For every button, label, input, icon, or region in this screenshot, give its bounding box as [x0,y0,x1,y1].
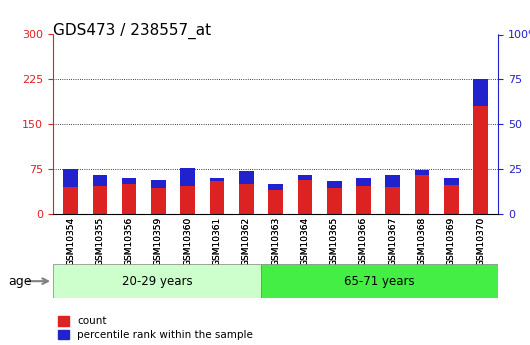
Bar [473,79,488,106]
Text: GSM10370: GSM10370 [476,216,485,266]
Bar [385,175,400,187]
Bar [444,178,458,185]
Bar [180,168,195,214]
Text: 65-71 years: 65-71 years [344,275,415,288]
Bar [414,170,429,175]
Bar [122,178,137,214]
Bar [63,169,78,187]
Text: GSM10359: GSM10359 [154,216,163,266]
Text: GSM10365: GSM10365 [330,216,339,266]
Bar [180,168,195,186]
Bar [151,180,166,188]
Bar [327,181,341,188]
Text: GSM10367: GSM10367 [388,216,398,266]
Bar [122,178,137,184]
Text: GSM10356: GSM10356 [125,216,134,266]
Text: GDS473 / 238557_at: GDS473 / 238557_at [53,22,211,39]
Bar [297,175,312,180]
Bar [444,178,458,214]
Text: GSM10368: GSM10368 [418,216,427,266]
Bar [239,171,254,184]
Text: GSM10362: GSM10362 [242,216,251,266]
Bar [297,175,312,214]
FancyBboxPatch shape [53,264,261,298]
Text: 20-29 years: 20-29 years [121,275,192,288]
Bar [327,181,341,214]
Bar [210,178,224,181]
Bar [93,175,107,186]
Bar [268,184,283,214]
Text: GSM10354: GSM10354 [66,216,75,266]
Bar [414,170,429,214]
Text: GSM10361: GSM10361 [213,216,222,266]
Bar [63,169,78,214]
Text: GSM10363: GSM10363 [271,216,280,266]
Bar [356,178,371,186]
Text: GSM10366: GSM10366 [359,216,368,266]
Bar [385,175,400,214]
Bar [268,184,283,190]
Text: age: age [8,275,31,288]
Text: GSM10364: GSM10364 [301,216,310,266]
FancyBboxPatch shape [261,264,498,298]
Bar [93,175,107,214]
Bar [210,178,224,214]
Bar [239,171,254,214]
Bar [356,178,371,214]
Bar [151,180,166,214]
Text: GSM10355: GSM10355 [95,216,104,266]
Legend: count, percentile rank within the sample: count, percentile rank within the sample [58,316,253,340]
Bar [473,79,488,214]
Text: GSM10360: GSM10360 [183,216,192,266]
Text: GSM10369: GSM10369 [447,216,456,266]
